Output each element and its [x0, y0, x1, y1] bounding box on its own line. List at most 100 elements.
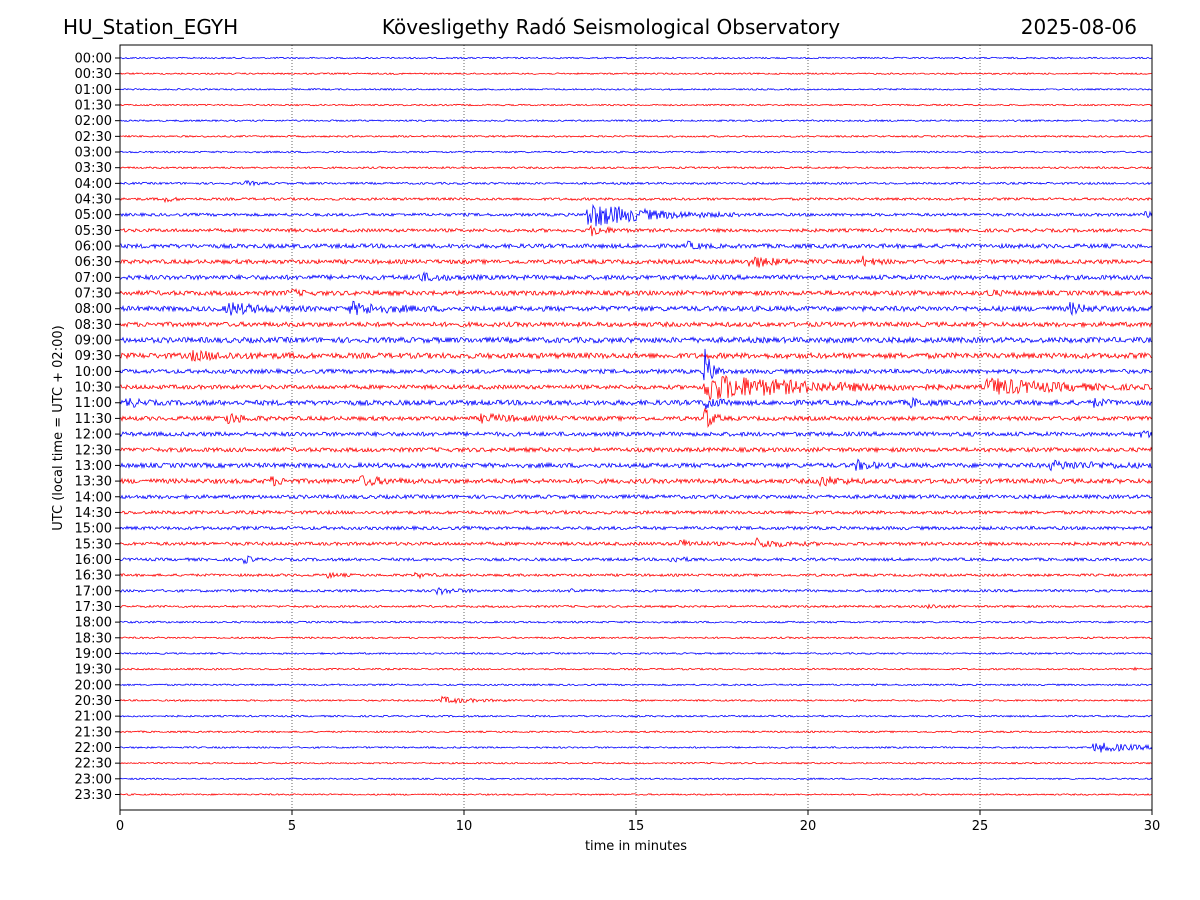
y-tick-label: 06:00 [75, 240, 112, 255]
y-tick-label: 21:30 [75, 725, 112, 740]
trace-0500 [119, 203, 1153, 227]
y-tick-label: 05:00 [75, 208, 112, 223]
x-tick-label: 5 [288, 819, 296, 834]
y-tick-label: 05:30 [75, 224, 112, 239]
y-tick-label: 10:30 [75, 381, 112, 396]
y-tick-label: 02:00 [75, 114, 112, 129]
trace-0930 [119, 349, 1153, 362]
grid-lines [291, 45, 981, 810]
y-tick-label: 15:30 [75, 537, 112, 552]
x-tick-label: 25 [972, 819, 989, 834]
trace-1400 [119, 493, 1153, 500]
y-axis-label: UTC (local time = UTC + 02:00) [51, 325, 66, 530]
station-label: HU_Station_EGYH [63, 15, 239, 39]
y-tick-label: 11:30 [75, 412, 112, 427]
y-tick-label: 19:00 [75, 647, 112, 662]
trace-0830 [119, 320, 1153, 329]
y-tick-label: 11:00 [75, 396, 112, 411]
y-tick-label: 08:30 [75, 318, 112, 333]
y-tick-label: 23:00 [75, 772, 112, 787]
trace-0200 [119, 119, 1153, 123]
y-tick-label: 23:30 [75, 788, 112, 803]
chart-title: Kövesligethy Radó Seismological Observat… [381, 15, 841, 39]
trace-1100 [119, 396, 1153, 410]
y-tick-label: 22:00 [75, 741, 112, 756]
y-tick-label: 13:00 [75, 459, 112, 474]
y-tick-label: 09:00 [75, 334, 112, 349]
trace-0600 [119, 240, 1153, 251]
trace-0900 [119, 335, 1153, 345]
trace-0400 [119, 179, 1153, 187]
trace-0700 [119, 271, 1153, 282]
trace-0030 [119, 72, 1153, 76]
chart-header: HU_Station_EGYH Kövesligethy Radó Seismo… [0, 0, 1200, 44]
y-tick-label: 21:00 [75, 710, 112, 725]
trace-0630 [119, 255, 1153, 268]
trace-0000 [119, 56, 1153, 60]
y-tick-label: 17:00 [75, 584, 112, 599]
trace-2300 [119, 777, 1153, 781]
y-tick-label: 17:30 [75, 600, 112, 615]
y-tick-label: 19:30 [75, 663, 112, 678]
trace-1330 [119, 475, 1153, 488]
y-tick-label: 22:30 [75, 757, 112, 772]
trace-1300 [119, 458, 1153, 472]
seismic-traces [119, 56, 1153, 796]
y-tick-label: 20:30 [75, 694, 112, 709]
trace-0800 [119, 300, 1153, 317]
trace-1000 [119, 348, 1153, 381]
y-tick-label: 02:30 [75, 130, 112, 145]
trace-0730 [119, 288, 1153, 297]
trace-1930 [119, 666, 1153, 671]
y-tick-label: 14:00 [75, 490, 112, 505]
x-tick-label: 0 [116, 819, 124, 834]
trace-1230 [119, 446, 1153, 454]
y-tick-label: 08:00 [75, 302, 112, 317]
y-tick-label: 04:00 [75, 177, 112, 192]
y-tick-label: 01:30 [75, 99, 112, 114]
y-tick-label: 16:00 [75, 553, 112, 568]
y-tick-label: 18:30 [75, 631, 112, 646]
y-tick-label: 20:00 [75, 678, 112, 693]
trace-1530 [119, 537, 1153, 548]
y-tick-label: 14:30 [75, 506, 112, 521]
trace-2100 [119, 714, 1153, 718]
y-tick-label: 00:30 [75, 67, 112, 82]
x-tick-label: 30 [1144, 819, 1161, 834]
plot-frame [119, 44, 1153, 811]
trace-2130 [119, 730, 1153, 734]
y-tick-label: 06:30 [75, 255, 112, 270]
x-tick-label: 15 [628, 819, 645, 834]
y-tick-label: 10:00 [75, 365, 112, 380]
trace-1430 [119, 509, 1153, 516]
trace-2030 [119, 695, 1153, 705]
trace-0300 [119, 150, 1153, 154]
trace-0330 [119, 165, 1153, 170]
y-tick-label: 03:30 [75, 161, 112, 176]
trace-2000 [119, 683, 1153, 687]
y-tick-label: 12:00 [75, 428, 112, 443]
y-tick-label: 09:30 [75, 349, 112, 364]
x-tick-label: 10 [456, 819, 473, 834]
axes: 0 5 10 15 20 25 30 00:0000:3001:0001:3002:0002:… [75, 52, 1161, 835]
trace-1600 [119, 555, 1153, 565]
y-tick-label: 16:30 [75, 569, 112, 584]
trace-1830 [119, 636, 1153, 640]
trace-1630 [119, 571, 1153, 580]
trace-1500 [119, 525, 1153, 532]
trace-2200 [119, 742, 1153, 753]
y-tick-label: 00:00 [75, 52, 112, 67]
y-tick-label: 04:30 [75, 193, 112, 208]
y-tick-label: 07:00 [75, 271, 112, 286]
trace-0530 [119, 224, 1153, 237]
y-tick-label: 15:00 [75, 522, 112, 537]
trace-1200 [119, 430, 1153, 439]
trace-0430 [119, 196, 1153, 204]
y-tick-label: 13:30 [75, 475, 112, 490]
trace-1730 [119, 603, 1153, 610]
date-label: 2025-08-06 [1020, 15, 1137, 39]
y-tick-label: 07:30 [75, 287, 112, 302]
x-axis-label: time in minutes [585, 839, 687, 854]
y-tick-label: 18:00 [75, 616, 112, 631]
